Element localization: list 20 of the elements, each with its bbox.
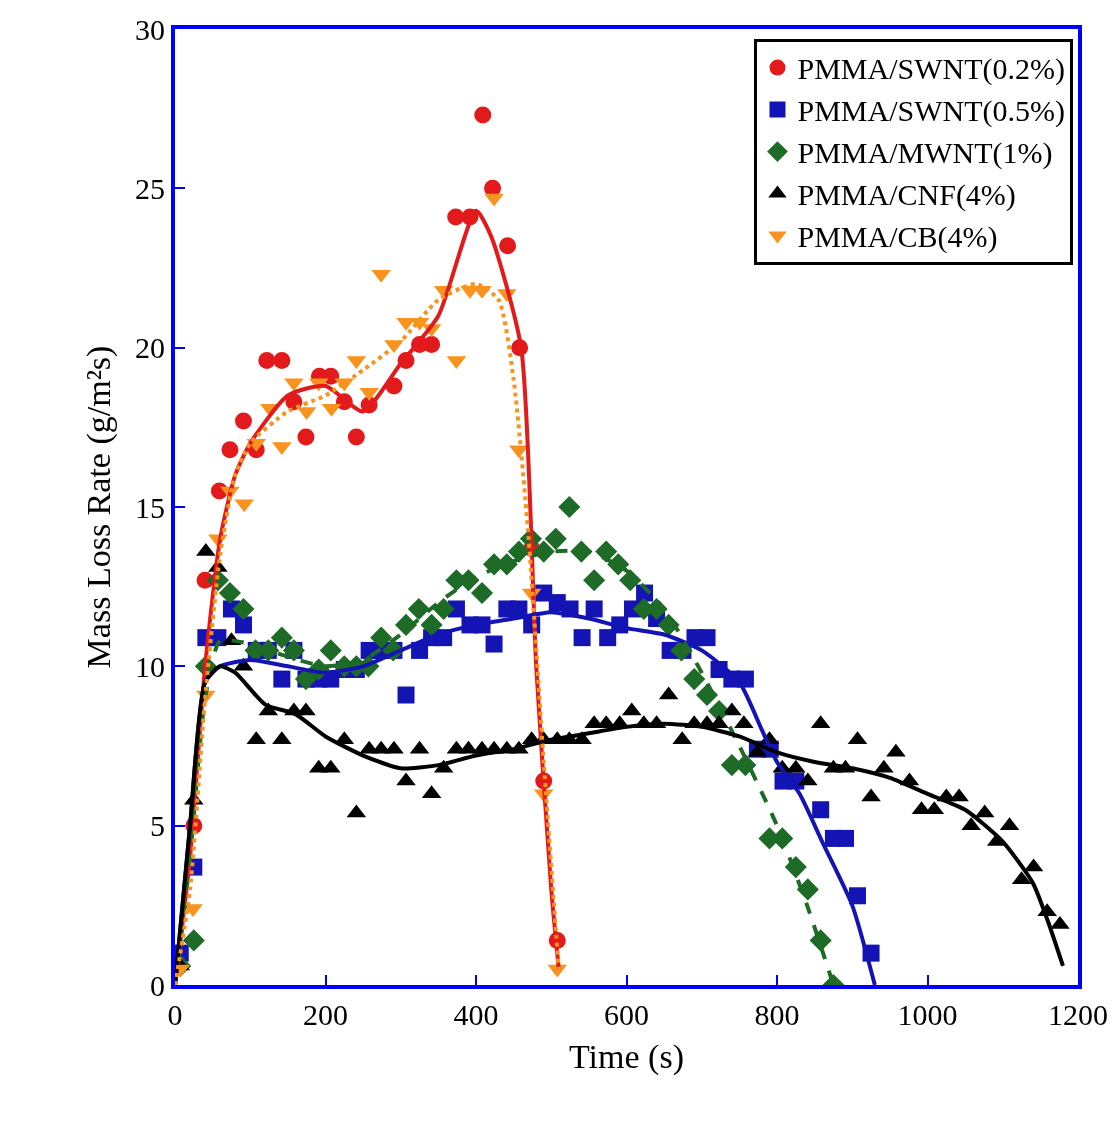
legend-label: PMMA/SWNT(0.2%) xyxy=(797,52,1065,87)
x-tick-label: 1000 xyxy=(897,998,958,1031)
y-tick-label: 15 xyxy=(135,490,165,524)
y-tick-label: 5 xyxy=(150,809,165,843)
legend-label: PMMA/SWNT(0.5%) xyxy=(797,94,1065,129)
x-axis-title: Time (s) xyxy=(569,1037,684,1076)
legend-label: PMMA/MWNT(1%) xyxy=(797,136,1053,171)
x-tick-label: 800 xyxy=(754,998,800,1031)
y-tick-label: 30 xyxy=(135,12,165,46)
x-tick-label: 400 xyxy=(453,998,499,1031)
legend-label: PMMA/CB(4%) xyxy=(797,220,998,255)
x-tick-label: 600 xyxy=(604,998,649,1031)
y-tick-label: 20 xyxy=(135,331,165,365)
y-tick-label: 25 xyxy=(135,171,165,205)
x-tick-label: 200 xyxy=(303,998,348,1031)
x-tick-label: 1200 xyxy=(1048,998,1108,1031)
y-axis-title: Mass Loss Rate (g/m²s) xyxy=(80,345,119,669)
y-tick-label: 10 xyxy=(135,649,165,683)
y-tick-label: 0 xyxy=(150,968,165,1002)
legend-label: PMMA/CNF(4%) xyxy=(797,178,1016,213)
